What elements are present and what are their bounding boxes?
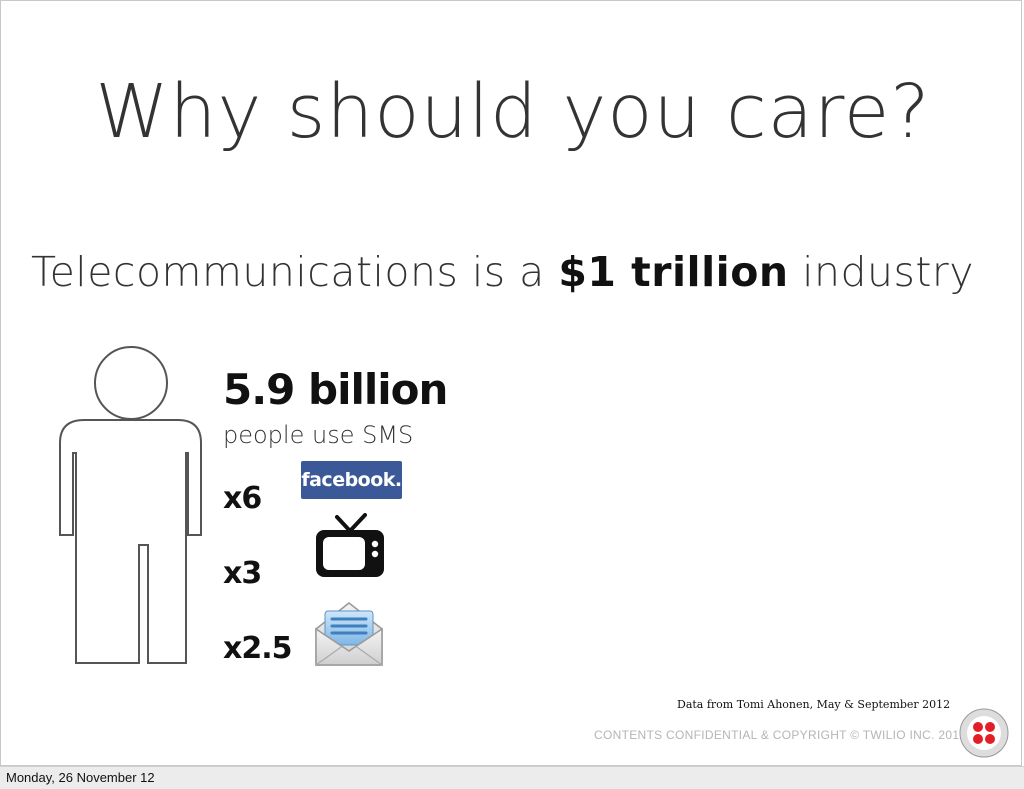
presentation-date: Monday, 26 November 12: [6, 770, 155, 785]
tv-multiplier: x3: [223, 556, 262, 591]
presenter-footer: Monday, 26 November 12: [0, 766, 1024, 789]
sms-users-caption: people use SMS: [223, 421, 414, 449]
mail-icon: [315, 602, 383, 666]
person-icon: [59, 346, 202, 664]
slide: Why should you care? Telecommunications …: [0, 0, 1022, 766]
sms-users-stat: 5.9 billion: [223, 365, 448, 414]
slide-title: Why should you care?: [95, 69, 931, 155]
subtitle-prefix: Telecommunications is a: [31, 248, 559, 296]
subtitle-suffix: industry: [788, 248, 975, 296]
slide-subtitle: Telecommunications is a $1 trillion indu…: [31, 248, 974, 296]
facebook-logo-icon: facebook.: [301, 461, 402, 499]
email-multiplier: x2.5: [223, 631, 292, 666]
confidential-note: CONTENTS CONFIDENTIAL & COPYRIGHT © TWIL…: [594, 728, 967, 742]
tv-icon: [316, 513, 384, 577]
subtitle-emphasis: $1 trillion: [558, 248, 789, 296]
twilio-logo-icon: [959, 708, 1009, 758]
source-note: Data from Tomi Ahonen, May & September 2…: [677, 698, 951, 711]
facebook-multiplier: x6: [223, 481, 262, 516]
